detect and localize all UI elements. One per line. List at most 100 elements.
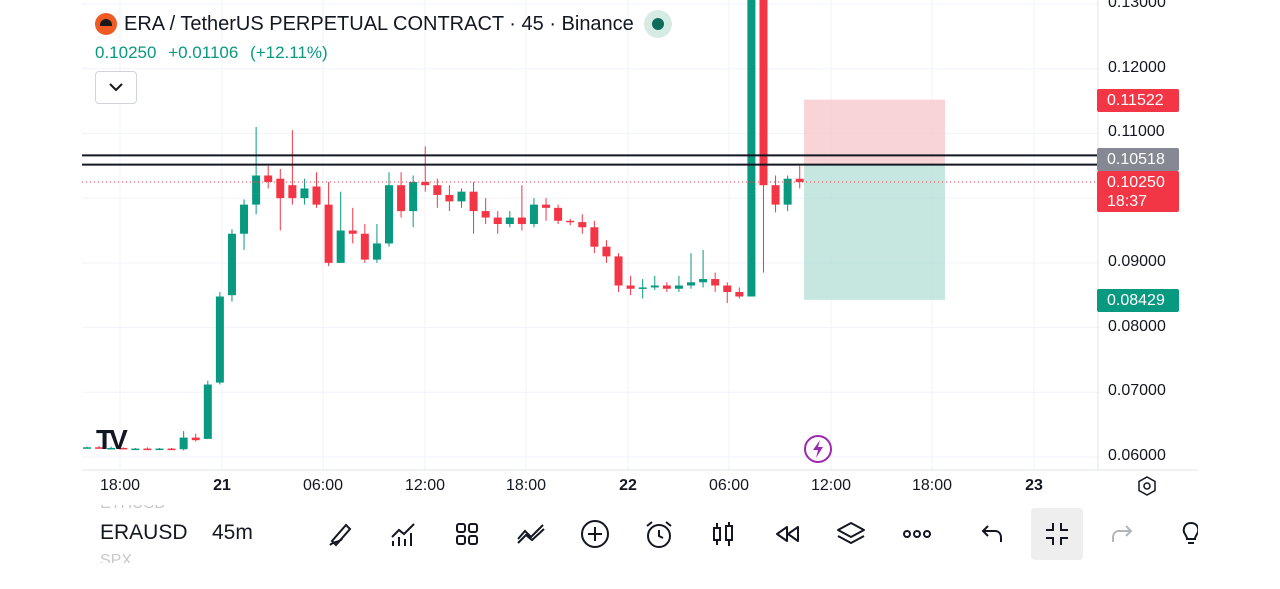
candle-body xyxy=(83,447,91,449)
candle-body xyxy=(699,279,708,283)
price-tick-label: 0.11000 xyxy=(1108,123,1165,141)
candle-body xyxy=(457,191,466,202)
candle-body xyxy=(735,291,744,297)
candle-body xyxy=(481,211,490,218)
compare-icon[interactable] xyxy=(512,515,550,553)
add-icon[interactable] xyxy=(576,515,614,553)
candle-body xyxy=(300,188,309,199)
candle-body xyxy=(336,230,345,263)
candle-body xyxy=(445,194,454,202)
drawing-tools-icon[interactable] xyxy=(320,515,358,553)
price-tick-label: 0.09000 xyxy=(1108,252,1166,270)
candle-body xyxy=(650,285,659,288)
take-profit-zone xyxy=(804,164,945,300)
indicators-icon[interactable] xyxy=(384,515,422,553)
candle-body xyxy=(421,181,430,186)
candle-body xyxy=(107,447,116,450)
candle-body xyxy=(143,448,152,451)
candle-body xyxy=(602,246,611,257)
undo-icon[interactable] xyxy=(973,515,1011,553)
candle-body xyxy=(312,186,321,205)
candle-body xyxy=(505,217,514,225)
time-tick-label: 22 xyxy=(619,477,637,494)
price-tick-label: 0.06000 xyxy=(1108,447,1166,464)
candle-body xyxy=(771,185,780,205)
candle-body xyxy=(566,220,575,223)
exit-fullscreen-icon[interactable] xyxy=(1031,508,1083,560)
candle-body xyxy=(227,233,236,296)
last-price-value: 0.10250 xyxy=(1107,174,1165,191)
symbol-selector[interactable]: ERAUSD xyxy=(100,521,188,544)
time-tick-label: 06:00 xyxy=(708,477,750,494)
bar-countdown: 18:37 xyxy=(1107,193,1148,210)
candle-body xyxy=(493,217,502,225)
alarm-clock-icon[interactable] xyxy=(640,515,678,553)
time-tick-label: 18:00 xyxy=(505,477,547,494)
bottom-toolbar: ETHUSD ERAUSD SPX 45m xyxy=(82,505,1198,563)
candle-body xyxy=(529,204,538,225)
time-tick-label: 18:00 xyxy=(99,477,141,494)
collapse-legend-button[interactable] xyxy=(95,71,137,104)
more-options-icon[interactable] xyxy=(898,515,936,553)
candle-body xyxy=(759,0,768,186)
candle-body xyxy=(409,181,418,212)
price-tick-label: 0.07000 xyxy=(1108,382,1166,400)
layout-grid-icon[interactable] xyxy=(448,515,486,553)
candle-body xyxy=(348,230,357,234)
tradingview-logo: TV xyxy=(96,424,128,455)
line-price-value: 0.10518 xyxy=(1107,151,1165,168)
candle-body xyxy=(638,287,647,289)
candle-body xyxy=(179,437,188,450)
layers-icon[interactable] xyxy=(832,515,870,553)
redo-icon[interactable] xyxy=(1103,515,1141,553)
time-tick-label: 18:00 xyxy=(911,477,953,494)
candle-body xyxy=(372,243,381,260)
candle-body xyxy=(191,437,200,441)
candle-body xyxy=(167,448,176,451)
era-coin-icon xyxy=(95,13,117,35)
candles-icon[interactable] xyxy=(704,515,742,553)
candle-body xyxy=(614,256,623,286)
chevron-down-icon xyxy=(109,83,123,92)
time-tick-label: 06:00 xyxy=(302,477,344,494)
candle-body xyxy=(203,384,212,439)
candle-body xyxy=(687,282,695,286)
candle-body xyxy=(240,204,249,234)
candle-body xyxy=(276,178,285,199)
candle-body xyxy=(288,185,297,199)
candle-body xyxy=(674,285,683,289)
chart-area[interactable] xyxy=(82,0,1198,505)
candle-body xyxy=(747,0,756,297)
time-tick-label: 23 xyxy=(1025,477,1043,494)
price-tick-label: 0.08000 xyxy=(1108,317,1166,335)
stop-loss-value: 0.11522 xyxy=(1107,92,1164,109)
candle-body xyxy=(433,185,442,195)
chart-settings-icon[interactable] xyxy=(1137,476,1157,496)
current-price: 0.10250 xyxy=(95,43,157,62)
candle-body xyxy=(626,285,635,289)
stop-loss-tag: 0.11522 xyxy=(1097,89,1179,112)
time-tick-label: 12:00 xyxy=(404,477,446,494)
price-change: +0.01106 xyxy=(168,43,239,62)
interval-selector[interactable]: 45m xyxy=(212,521,253,544)
candle-body xyxy=(542,204,551,208)
ghost-symbol-below: SPX xyxy=(100,552,133,563)
price-chart[interactable] xyxy=(82,0,1198,505)
line-price-tag: 0.10518 xyxy=(1097,148,1179,171)
symbol-title[interactable]: ERA / TetherUS PERPETUAL CONTRACT · 45 ·… xyxy=(124,12,634,35)
alert-lightning-icon[interactable] xyxy=(803,434,833,464)
take-profit-value: 0.08429 xyxy=(1107,292,1165,309)
lightbulb-icon[interactable] xyxy=(1172,515,1198,553)
candle-body xyxy=(264,175,273,182)
ghost-symbol-above: ETHUSD xyxy=(100,505,166,513)
take-profit-tag: 0.08429 xyxy=(1097,289,1179,312)
last-price-tag: 0.10250 18:37 xyxy=(1097,171,1179,212)
replay-icon[interactable] xyxy=(768,515,806,553)
time-tick-label: 12:00 xyxy=(810,477,852,494)
candle-body xyxy=(590,227,599,247)
candle-body xyxy=(119,447,128,450)
candle-body xyxy=(554,207,563,221)
time-tick-label: 21 xyxy=(213,477,231,494)
market-status-icon[interactable] xyxy=(643,10,672,38)
stop-loss-zone xyxy=(804,99,945,165)
